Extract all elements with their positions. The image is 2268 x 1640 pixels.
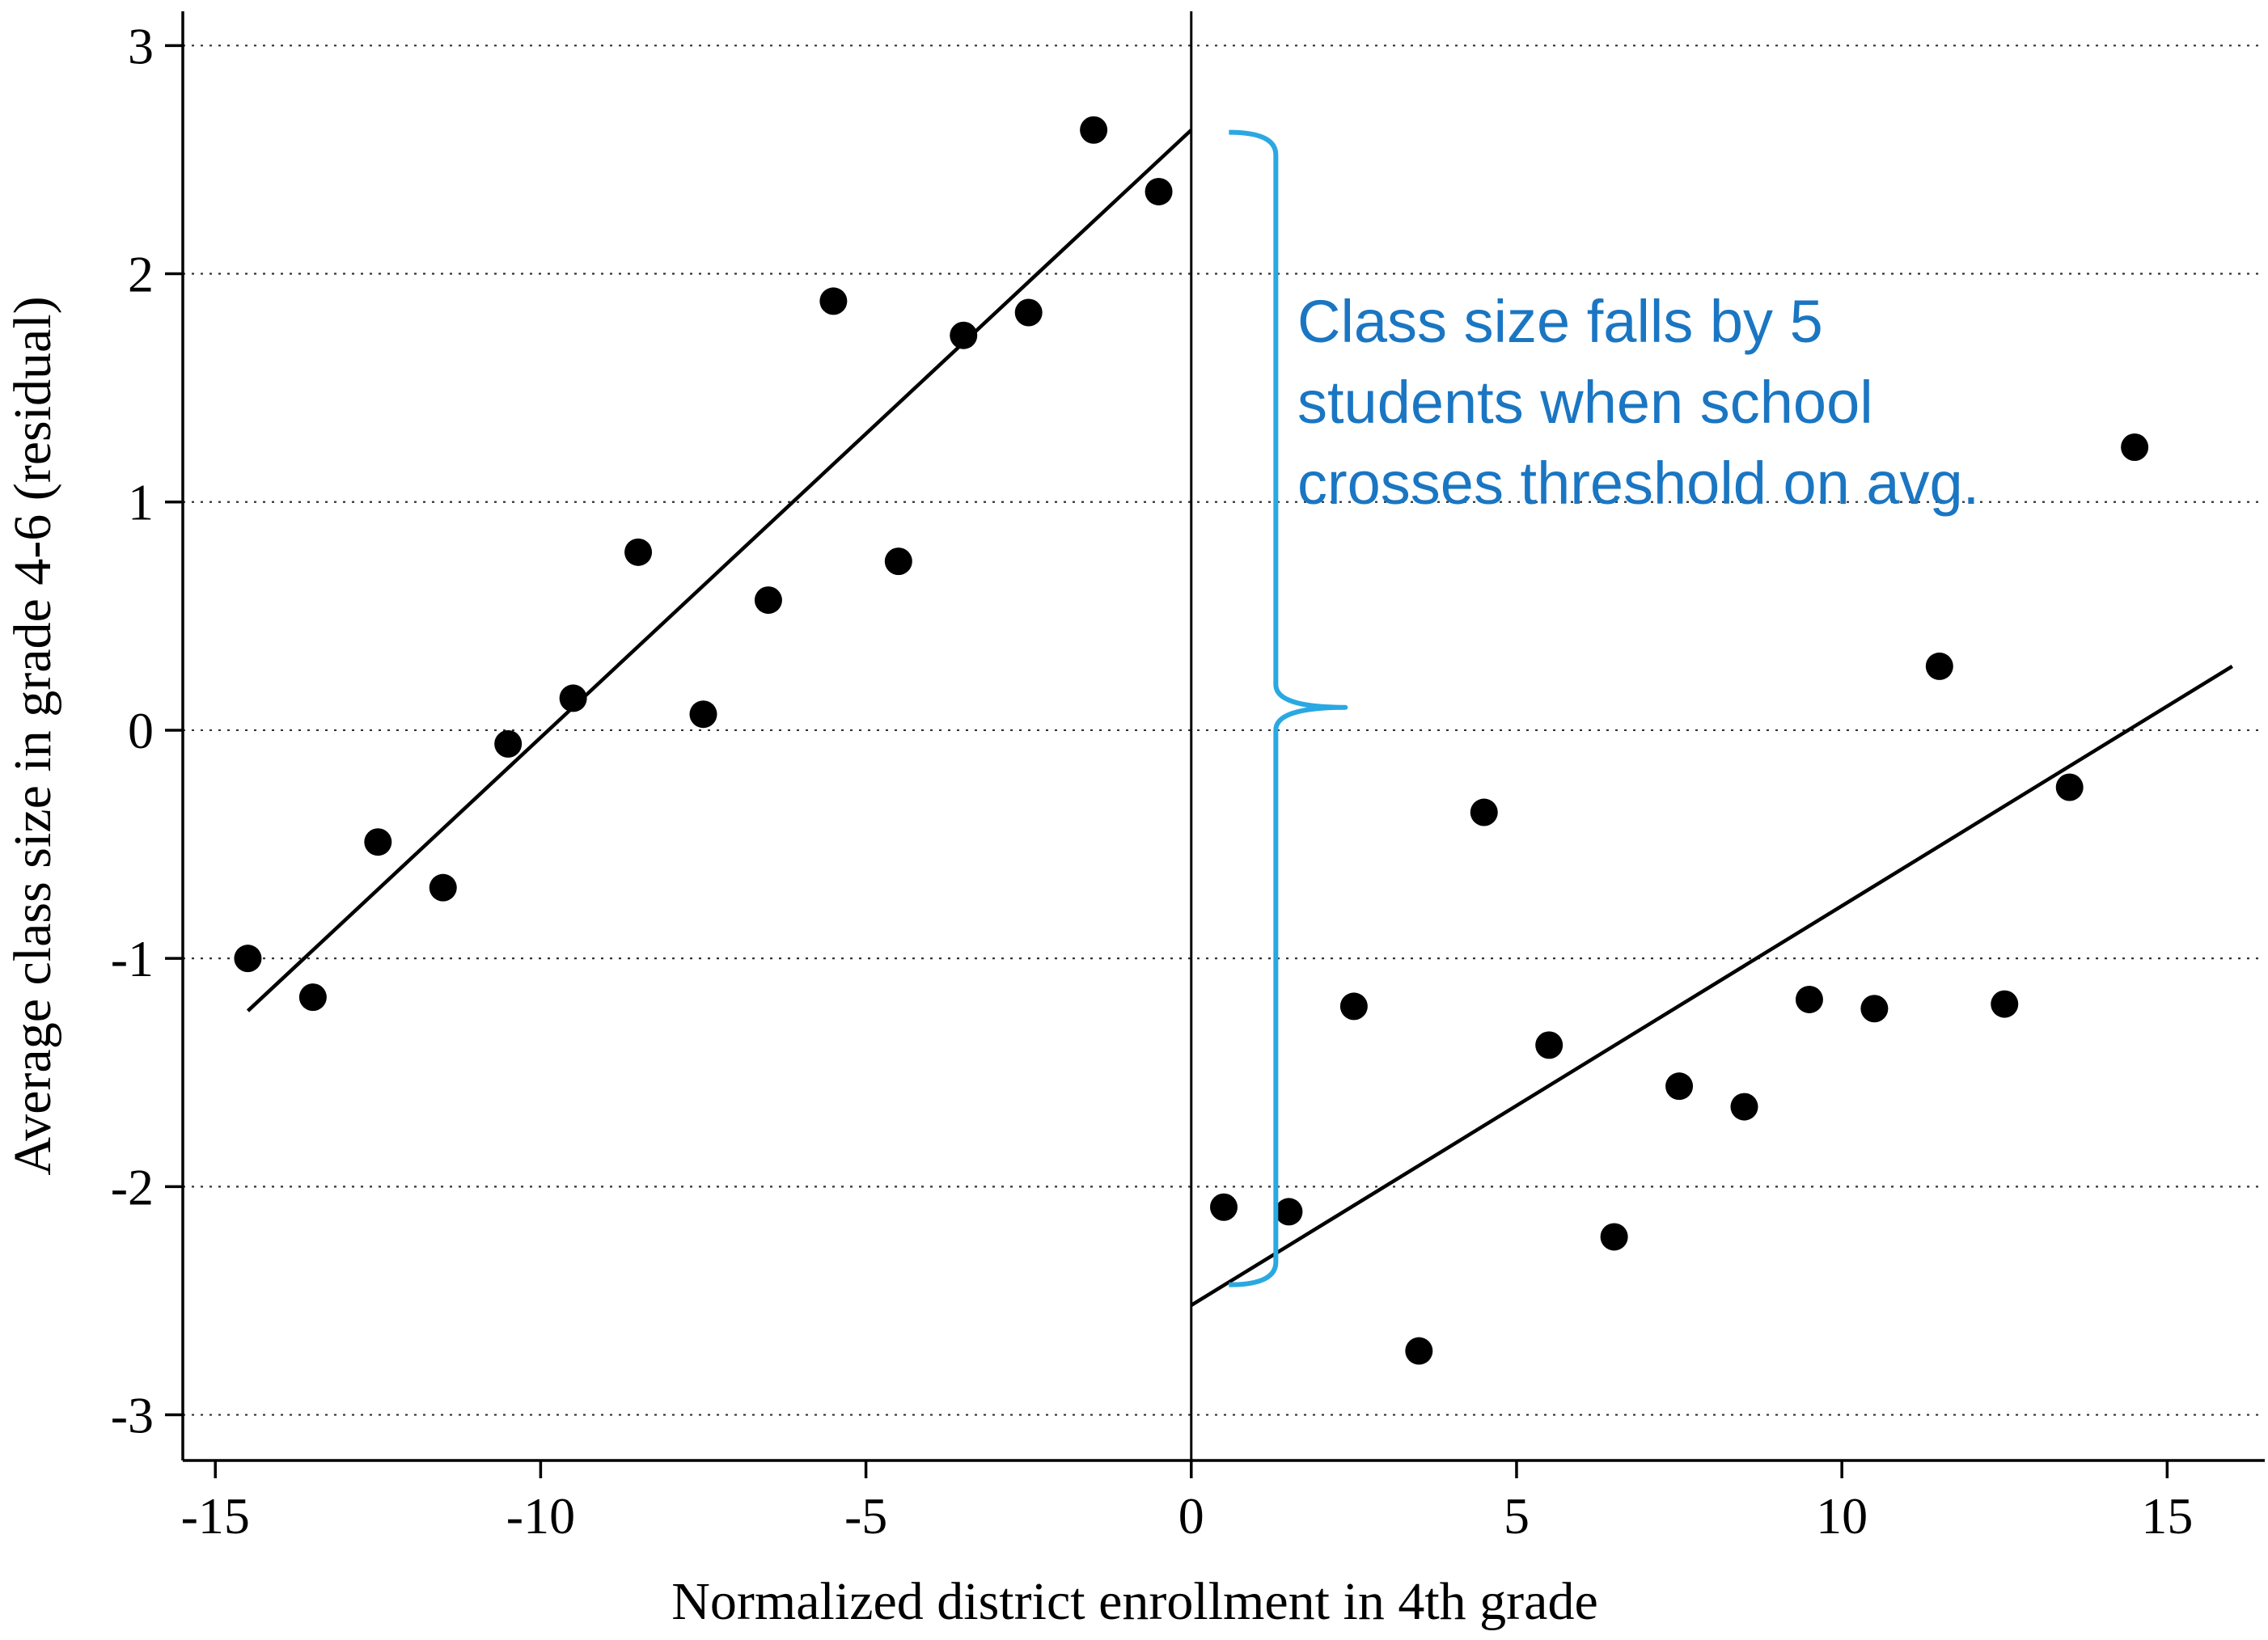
data-point: [364, 828, 392, 856]
y-tick-label: 0: [128, 702, 154, 759]
data-point: [2055, 773, 2084, 801]
y-axis-title: Average class size in grade 4-6 (residua…: [3, 296, 62, 1175]
data-point: [1405, 1337, 1433, 1365]
data-point: [1991, 990, 2019, 1018]
data-point: [1145, 177, 1173, 205]
x-tick-label: -15: [181, 1487, 250, 1545]
data-point: [234, 945, 262, 973]
data-point: [689, 700, 717, 729]
x-tick-label: 15: [2141, 1487, 2193, 1545]
data-point: [1014, 298, 1043, 327]
data-point: [1925, 652, 1953, 680]
x-tick-label: 10: [1816, 1487, 1868, 1545]
data-point: [429, 873, 457, 902]
data-point: [950, 321, 978, 349]
annotation-line: Class size falls by 5: [1297, 288, 1823, 355]
annotation-line: crosses threshold on avg.: [1297, 450, 1979, 517]
data-point: [819, 287, 848, 315]
data-point: [1339, 992, 1368, 1021]
data-point: [1470, 798, 1498, 826]
data-point: [1210, 1193, 1238, 1221]
data-point: [624, 538, 653, 566]
data-points: [234, 116, 2149, 1365]
fit-line-above-threshold: [1190, 665, 2233, 1308]
annotation-text: Class size falls by 5 students when scho…: [1297, 288, 1979, 517]
data-point: [1665, 1072, 1694, 1101]
data-point: [1795, 985, 1823, 1013]
data-point: [1080, 116, 1108, 144]
data-point: [1600, 1223, 1628, 1251]
x-tick-label: -10: [506, 1487, 575, 1545]
data-point: [2121, 433, 2149, 462]
annotation-line: students when school: [1297, 369, 1873, 436]
fit-lines: [246, 129, 2233, 1308]
x-tick-label: 5: [1504, 1487, 1530, 1545]
data-point: [754, 586, 782, 615]
data-point: [1860, 995, 1889, 1023]
data-point: [884, 547, 912, 576]
data-point: [494, 729, 523, 758]
y-tick-label: 3: [128, 17, 154, 74]
y-tick-label: -3: [111, 1387, 154, 1444]
x-tick-label: 0: [1178, 1487, 1204, 1545]
x-axis-title: Normalized district enrollment in 4th gr…: [671, 1572, 1598, 1631]
brace-shape: [1229, 129, 1348, 1287]
data-point: [1275, 1198, 1303, 1226]
y-tick-label: 1: [128, 474, 154, 531]
data-point: [1535, 1031, 1563, 1059]
data-point: [559, 684, 587, 712]
y-tick-label: 2: [128, 246, 154, 303]
y-tick-label: -2: [111, 1158, 154, 1215]
data-point: [1730, 1093, 1758, 1121]
annotation: Class size falls by 5 students when scho…: [1229, 129, 1979, 1287]
x-tick-label: -5: [844, 1487, 887, 1545]
fit-line-below-threshold: [246, 129, 1193, 1012]
gridlines: [183, 44, 2265, 1416]
data-point: [298, 983, 327, 1012]
y-tick-label: -1: [111, 930, 154, 987]
